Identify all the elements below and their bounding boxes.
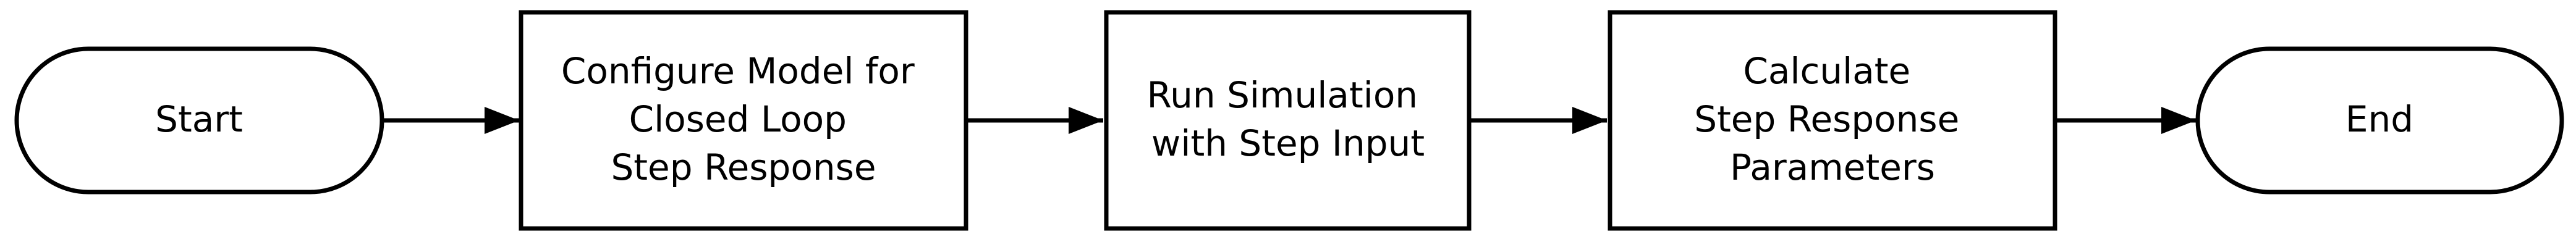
start-label: Start	[155, 98, 243, 140]
calculate-label: Calculate Step Response Parameters	[1694, 50, 1971, 188]
run-label: Run Simulation with Step Input	[1146, 74, 1429, 164]
start-terminator-shape	[14, 46, 384, 195]
configure-label: Configure Model for Closed Loop Step Res…	[561, 50, 926, 188]
calculate-process-box	[1608, 10, 2057, 231]
end-label: End	[2345, 98, 2413, 140]
configure-process-box	[519, 10, 968, 231]
node-end: End	[2195, 46, 2564, 195]
run-process-box	[1104, 10, 1472, 231]
node-calculate: Calculate Step Response Parameters	[1608, 10, 2057, 231]
node-run: Run Simulation with Step Input	[1104, 10, 1472, 231]
node-start: Start	[14, 46, 384, 195]
end-terminator-shape	[2195, 46, 2564, 195]
node-configure: Configure Model for Closed Loop Step Res…	[519, 10, 968, 231]
